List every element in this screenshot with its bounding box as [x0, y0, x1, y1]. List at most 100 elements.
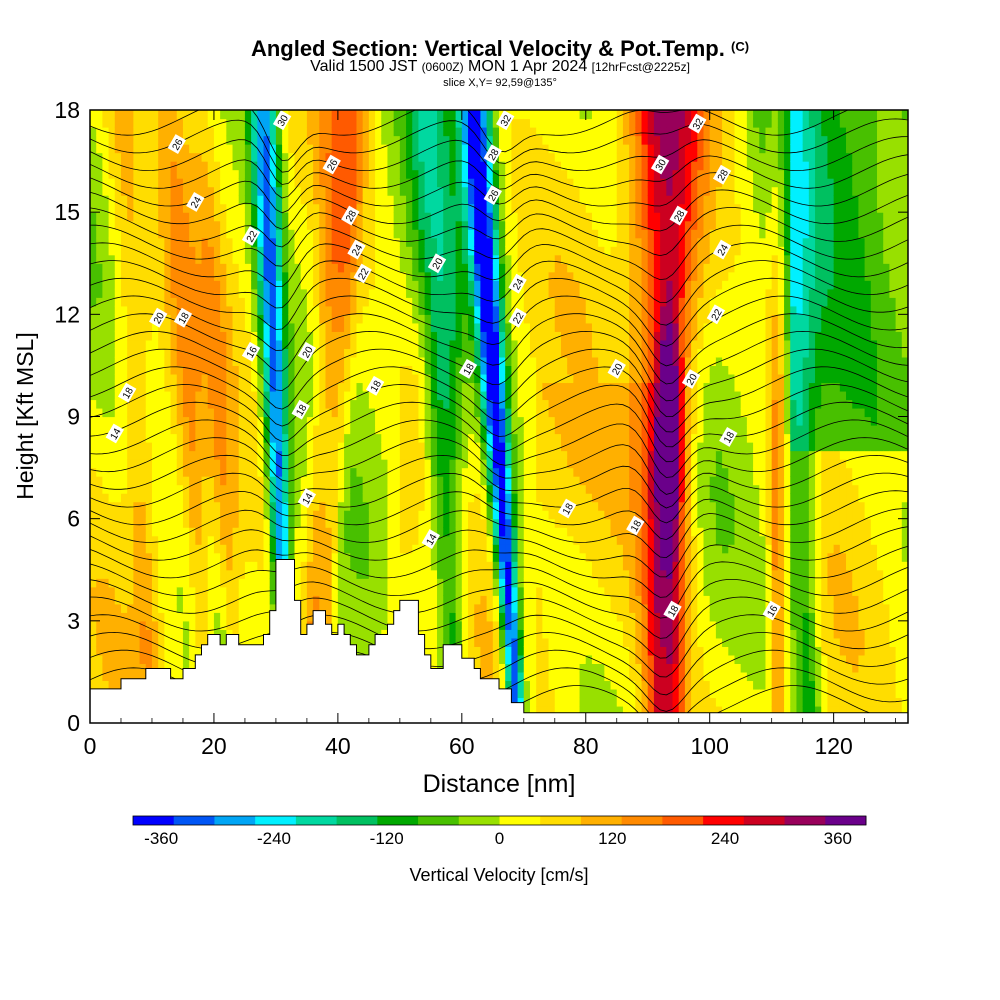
- velocity-cell: [102, 390, 110, 401]
- velocity-cell: [263, 603, 271, 613]
- velocity-cell: [424, 544, 432, 554]
- velocity-cell: [461, 314, 469, 324]
- velocity-cell: [499, 288, 506, 298]
- velocity-cell: [269, 331, 277, 341]
- velocity-cell: [337, 544, 345, 554]
- velocity-cell: [325, 348, 333, 358]
- velocity-cell: [207, 305, 215, 315]
- velocity-cell: [319, 552, 327, 562]
- velocity-cell: [375, 561, 382, 571]
- velocity-cell: [375, 501, 382, 511]
- velocity-cell: [176, 365, 184, 375]
- velocity-cell: [319, 544, 327, 554]
- velocity-cell: [114, 450, 122, 460]
- velocity-cell: [189, 433, 196, 443]
- velocity-cell: [468, 169, 475, 179]
- velocity-cell: [294, 297, 302, 307]
- velocity-cell: [381, 305, 389, 315]
- velocity-cell: [182, 169, 190, 179]
- velocity-cell: [257, 433, 265, 443]
- velocity-cell: [331, 135, 339, 145]
- velocity-cell: [189, 186, 196, 196]
- velocity-cell: [306, 305, 314, 315]
- velocity-cell: [158, 578, 165, 588]
- velocity-cell: [480, 535, 488, 545]
- velocity-cell: [139, 110, 147, 120]
- velocity-cell: [294, 425, 302, 435]
- velocity-cell: [399, 237, 407, 247]
- velocity-cell: [387, 373, 395, 384]
- velocity-cell: [282, 212, 289, 222]
- velocity-cell: [412, 382, 420, 392]
- velocity-cell: [96, 578, 103, 588]
- velocity-cell: [455, 620, 463, 630]
- velocity-cell: [437, 595, 444, 605]
- velocity-cell: [145, 646, 153, 656]
- velocity-cell: [381, 212, 389, 222]
- velocity-cell: [90, 654, 97, 664]
- velocity-cell: [430, 654, 438, 664]
- velocity-cell: [418, 527, 426, 537]
- velocity-cell: [399, 339, 407, 349]
- velocity-cell: [232, 110, 240, 120]
- velocity-cell: [437, 612, 444, 622]
- velocity-cell: [251, 612, 258, 622]
- velocity-cell: [393, 322, 401, 332]
- velocity-cell: [158, 161, 165, 171]
- velocity-cell: [499, 144, 506, 154]
- velocity-cell: [443, 254, 451, 264]
- velocity-cell: [430, 237, 438, 247]
- velocity-cell: [319, 416, 327, 426]
- velocity-cell: [263, 433, 271, 443]
- velocity-cell: [176, 586, 184, 596]
- velocity-cell: [164, 510, 172, 520]
- velocity-cell: [251, 331, 258, 341]
- velocity-cell: [350, 314, 358, 324]
- velocity-cell: [350, 178, 358, 188]
- velocity-cell: [207, 476, 215, 486]
- velocity-cell: [213, 203, 221, 213]
- velocity-cell: [406, 476, 413, 486]
- velocity-cell: [393, 161, 401, 171]
- velocity-cell: [381, 578, 389, 588]
- velocity-cell: [189, 178, 196, 188]
- velocity-cell: [319, 348, 327, 358]
- velocity-cell: [207, 501, 215, 511]
- velocity-cell: [108, 263, 116, 273]
- velocity-cell: [480, 280, 488, 290]
- velocity-cell: [220, 195, 227, 205]
- velocity-cell: [257, 195, 265, 205]
- velocity-cell: [189, 254, 196, 264]
- velocity-cell: [226, 561, 234, 571]
- velocity-cell: [139, 254, 147, 264]
- velocity-cell: [139, 484, 147, 494]
- velocity-cell: [344, 527, 351, 537]
- velocity-cell: [505, 195, 512, 205]
- velocity-cell: [170, 161, 178, 171]
- velocity-cell: [387, 144, 395, 154]
- velocity-cell: [381, 467, 389, 477]
- velocity-cell: [213, 569, 221, 579]
- velocity-cell: [387, 169, 395, 179]
- velocity-cell: [313, 331, 320, 341]
- velocity-cell: [257, 629, 265, 639]
- velocity-cell: [468, 212, 475, 222]
- velocity-cell: [399, 161, 407, 171]
- velocity-cell: [505, 280, 512, 290]
- velocity-cell: [399, 365, 407, 375]
- velocity-cell: [170, 544, 178, 554]
- velocity-cell: [232, 501, 240, 511]
- velocity-cell: [139, 578, 147, 588]
- velocity-cell: [120, 459, 128, 469]
- velocity-cell: [486, 637, 494, 647]
- velocity-cell: [437, 348, 444, 358]
- velocity-cell: [176, 178, 184, 188]
- velocity-cell: [133, 535, 141, 545]
- velocity-cell: [344, 620, 351, 630]
- velocity-cell: [108, 569, 116, 579]
- velocity-cell: [381, 322, 389, 332]
- velocity-cell: [275, 263, 283, 273]
- velocity-cell: [176, 493, 184, 503]
- velocity-cell: [139, 288, 147, 298]
- velocity-cell: [226, 527, 234, 537]
